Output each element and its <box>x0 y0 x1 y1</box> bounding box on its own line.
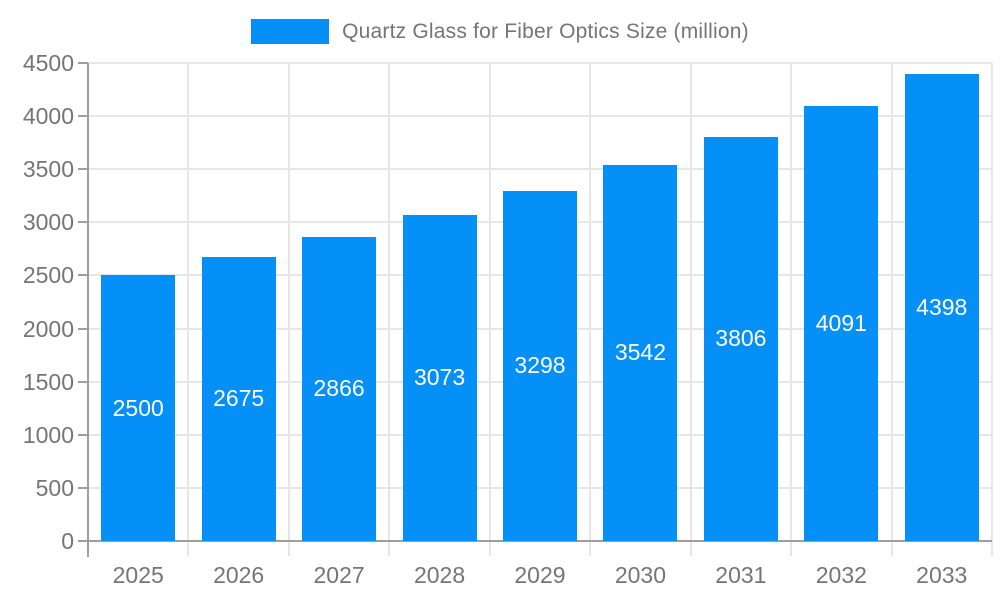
y-axis-tick <box>78 274 88 277</box>
gridline-vertical <box>589 63 592 541</box>
bar-2031[interactable]: 3806 <box>703 136 778 541</box>
x-axis-tick <box>488 541 491 556</box>
gridline-vertical <box>488 63 491 541</box>
y-axis-label: 2000 <box>22 315 74 342</box>
chart-legend[interactable]: Quartz Glass for Fiber Optics Size (mill… <box>0 19 1000 44</box>
y-axis-label: 1000 <box>22 421 74 448</box>
y-axis-label: 3000 <box>22 209 74 236</box>
gridline-vertical <box>388 63 391 541</box>
gridline-vertical <box>890 63 893 541</box>
y-axis-label: 3500 <box>22 156 74 183</box>
bar-2025[interactable]: 2500 <box>101 275 176 541</box>
bar-2029[interactable]: 3298 <box>503 190 577 541</box>
y-axis-label: 2500 <box>22 262 74 289</box>
y-axis-line <box>87 63 89 557</box>
y-axis-label: 1500 <box>22 368 74 395</box>
bar-2030[interactable]: 3542 <box>603 164 678 541</box>
gridline-vertical <box>287 63 290 541</box>
bar-value-label: 2866 <box>313 375 365 402</box>
x-axis-label: 2032 <box>815 562 867 588</box>
bar-value-label: 3806 <box>715 325 767 352</box>
y-axis-tick <box>78 327 88 330</box>
x-axis-tick <box>388 541 391 556</box>
x-axis-tick <box>991 541 993 556</box>
legend-label: Quartz Glass for Fiber Optics Size (mill… <box>342 19 749 43</box>
x-axis-label: 2033 <box>916 562 968 588</box>
y-axis-label: 500 <box>35 474 74 501</box>
x-axis-label: 2027 <box>313 562 365 588</box>
y-axis-tick <box>78 115 88 118</box>
bar-value-label: 2675 <box>213 385 265 412</box>
bar-value-label: 3542 <box>614 339 667 366</box>
bar-value-label: 3073 <box>413 364 466 391</box>
bar-2027[interactable]: 2866 <box>302 236 377 541</box>
x-axis-label: 2028 <box>413 562 466 588</box>
bar-value-label: 4398 <box>916 293 968 320</box>
gridline-vertical <box>689 63 692 541</box>
gridline-vertical <box>790 63 793 541</box>
y-axis-label: 0 <box>61 528 74 554</box>
gridline-horizontal <box>88 115 992 118</box>
y-axis-label: 4500 <box>22 50 74 76</box>
x-axis-tick <box>187 541 190 556</box>
x-axis-label: 2025 <box>112 562 164 588</box>
bar-value-label: 3298 <box>514 352 566 379</box>
bar-2033[interactable]: 4398 <box>904 73 979 541</box>
x-axis-label: 2026 <box>213 562 265 588</box>
y-axis-tick <box>78 380 88 383</box>
gridline-horizontal <box>88 62 992 64</box>
y-axis-tick <box>78 486 88 489</box>
x-axis-tick <box>890 541 893 556</box>
gridline-horizontal <box>88 168 992 171</box>
x-axis-label: 2030 <box>614 562 667 588</box>
y-axis-tick <box>78 168 88 171</box>
bar-2026[interactable]: 2675 <box>201 256 276 541</box>
y-axis-tick <box>78 433 88 436</box>
gridline-vertical <box>187 63 190 541</box>
y-axis-tick <box>78 221 88 224</box>
x-axis-label: 2031 <box>715 562 767 588</box>
bar-value-label: 4091 <box>815 310 867 337</box>
bar-2028[interactable]: 3073 <box>402 214 477 541</box>
bar-2032[interactable]: 4091 <box>804 106 879 541</box>
y-axis-label: 4000 <box>22 103 74 130</box>
x-axis-tick <box>287 541 290 556</box>
x-axis-line <box>78 540 992 542</box>
gridline-vertical <box>991 63 993 541</box>
x-axis-label: 2029 <box>514 562 566 588</box>
x-axis-tick <box>589 541 592 556</box>
bar-value-label: 2500 <box>112 394 164 421</box>
y-axis-tick <box>78 62 88 64</box>
x-axis-tick <box>689 541 692 556</box>
x-axis-tick <box>790 541 793 556</box>
legend-swatch <box>251 19 330 44</box>
